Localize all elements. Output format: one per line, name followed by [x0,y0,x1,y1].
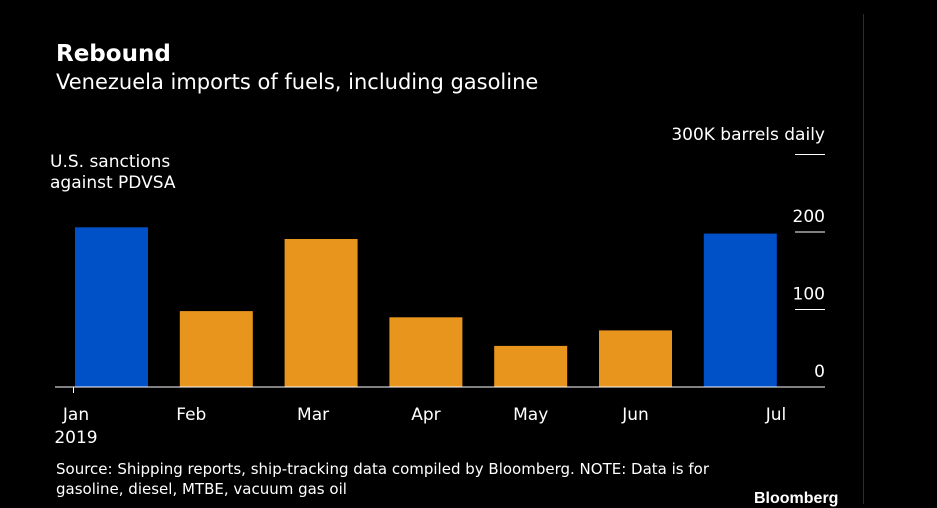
annotation-line-2: against PDVSA [50,173,176,193]
y-tick-label-0: 0 [814,362,825,382]
chart-subtitle: Venezuela imports of fuels, including ga… [56,70,539,94]
bar-jul [703,233,777,387]
x-tick-label-jun: Jun [621,405,649,425]
x-tick-label-jul: Jul [765,405,787,425]
y-tick-label-200: 200 [793,207,825,227]
bar-feb [179,311,253,387]
annotation-line-1: U.S. sanctions [50,152,171,172]
bloomberg-logo: Bloomberg [754,490,839,507]
chart-title: Rebound [56,41,171,67]
right-divider [863,14,864,504]
bar-jun [599,330,672,387]
x-tick-label-may: May [513,405,548,425]
x-tick-label-jan: Jan [62,405,89,425]
sanctions-annotation: U.S. sanctions against PDVSA [50,152,200,194]
x-year-label: 2019 [54,428,97,448]
source-note: Source: Shipping reports, ship-tracking … [56,460,709,498]
bar-apr [389,317,463,388]
bar-mar [284,239,358,387]
bar-jan [75,227,148,387]
x-tick-label-feb: Feb [176,405,206,425]
x-tick-label-apr: Apr [411,405,440,425]
x-tick-label-mar: Mar [297,405,329,425]
y-tick-label-100: 100 [793,285,825,305]
bar-may [494,345,568,387]
y-axis-unit-label: 300K barrels daily [671,125,825,145]
